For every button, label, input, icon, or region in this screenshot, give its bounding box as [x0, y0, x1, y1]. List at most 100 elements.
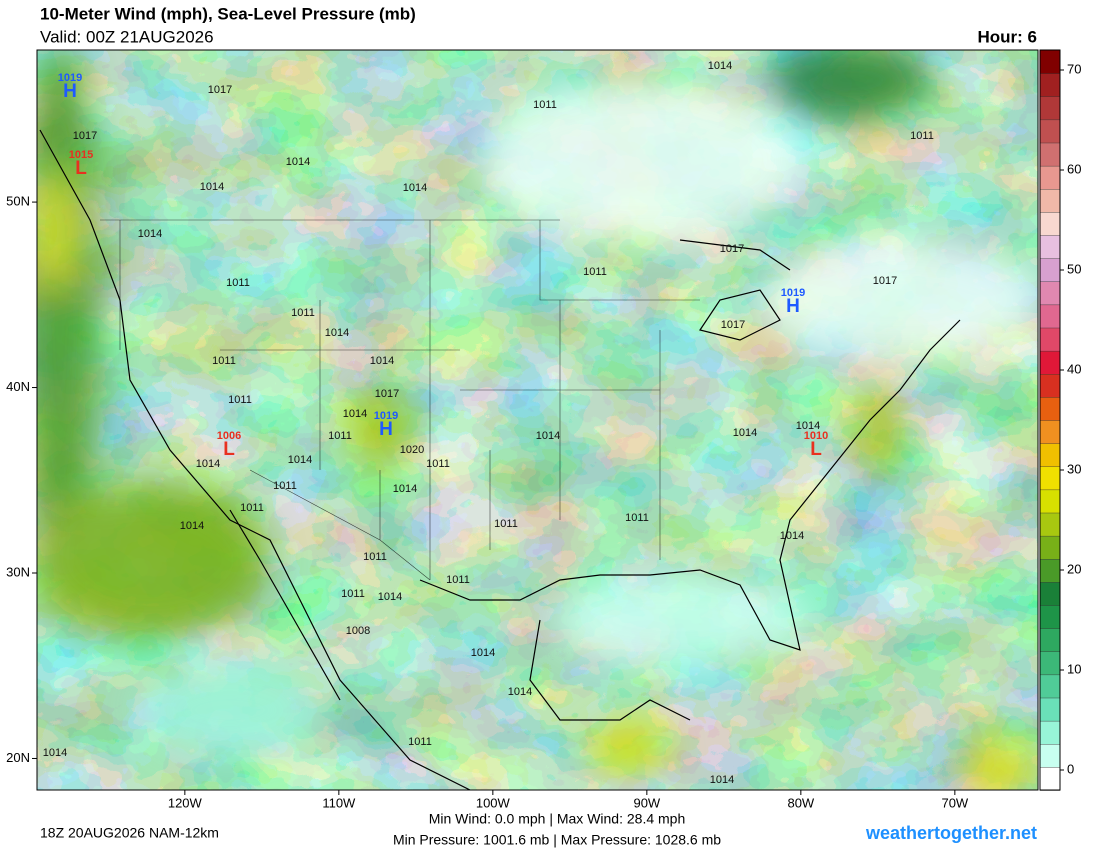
- isobar-label: 1011: [228, 394, 252, 406]
- map-annotations: 120W 110W 100W 90W 80W 70W20N30N40N50N1014101…: [6, 60, 969, 811]
- isobar-label: 1014: [288, 454, 312, 466]
- center-letter: H: [379, 419, 393, 440]
- colorbar-segment: [1039, 558, 1061, 583]
- colorbar-segment: [1039, 142, 1061, 167]
- colorbar-segment: [1039, 419, 1061, 444]
- isobar-label: 1014: [43, 747, 67, 759]
- isobar-label: 1014: [536, 430, 560, 442]
- isobar-label: 1014: [403, 182, 427, 194]
- lat-tick-label: 30N: [6, 564, 30, 579]
- lat-tick-label: 50N: [6, 194, 30, 209]
- center-value: 1006: [217, 430, 241, 442]
- center-letter: H: [63, 81, 77, 102]
- colorbar-segment: [1039, 350, 1061, 375]
- forecast-hour: Hour: 6: [978, 27, 1038, 46]
- isobar-label: 1011: [494, 518, 518, 530]
- lon-tick-label: 120W: [168, 795, 203, 810]
- colorbar-segment: [1039, 373, 1061, 398]
- map-field: [37, 50, 1038, 790]
- isobar-label: 1011: [910, 130, 934, 142]
- isobar-label: 1014: [180, 520, 204, 532]
- colorbar-segment: [1039, 234, 1061, 259]
- isobar-label: 1017: [375, 388, 399, 400]
- lon-tick-label: 110W: [322, 795, 356, 810]
- colorbar-segment: [1039, 304, 1061, 329]
- colorbar-segment: [1039, 604, 1061, 629]
- colorbar-tick-label: 0: [1067, 761, 1074, 776]
- colorbar-segment: [1039, 96, 1061, 121]
- colorbar-segment: [1039, 72, 1061, 97]
- colorbar-segment: [1039, 257, 1061, 282]
- state-borders: [100, 219, 700, 581]
- colorbar-segment: [1039, 211, 1061, 236]
- isobar-label: 1014: [370, 355, 394, 367]
- colorbar-frame: [1039, 49, 1061, 791]
- valid-time: Valid: 00Z 21AUG2026: [40, 27, 214, 46]
- wind-stats: Min Wind: 0.0 mph | Max Wind: 28.4 mph: [429, 811, 686, 827]
- isobar-label: 1014: [733, 427, 757, 439]
- isobar-label: 1014: [343, 408, 367, 420]
- center-value: 1015: [69, 149, 93, 161]
- colorbar-segment: [1039, 697, 1061, 722]
- center-letter: L: [223, 439, 235, 460]
- isobar-label: 1014: [471, 647, 495, 659]
- colorbar-segment: [1039, 188, 1061, 213]
- colorbar-tick-label: 30: [1067, 461, 1081, 476]
- isobar-label: 1014: [780, 530, 804, 542]
- isobar-label: 1011: [408, 736, 432, 748]
- colorbar-segment: [1039, 165, 1061, 190]
- isobar-label: 1011: [328, 430, 352, 442]
- pressure-stats: Min Pressure: 1001.6 mb | Max Pressure: …: [393, 832, 721, 848]
- isobar-label: 1017: [73, 130, 97, 142]
- colorbar-tick-label: 40: [1067, 361, 1081, 376]
- colorbar-segment: [1039, 743, 1061, 768]
- center-letter: L: [810, 439, 822, 460]
- colorbar-segment: [1039, 119, 1061, 144]
- colorbar-segment: [1039, 327, 1061, 352]
- lon-tick-label: 70W: [941, 795, 968, 810]
- colorbar-segment: [1039, 466, 1061, 491]
- isobar-label: 1014: [796, 420, 820, 432]
- center-letter: H: [786, 296, 800, 317]
- wind-blobs: [37, 50, 1038, 790]
- isobar-label: 1011: [625, 512, 649, 524]
- colorbar-segment: [1039, 720, 1061, 745]
- center-value: 1010: [804, 430, 828, 442]
- isobar-label: 1008: [346, 625, 370, 637]
- isobar-label: 1011: [583, 266, 607, 278]
- isobar-label: 1014: [708, 60, 732, 72]
- colorbar-tick-label: 20: [1067, 561, 1081, 576]
- isobar-label: 1014: [710, 774, 734, 786]
- colorbar-segment: [1039, 396, 1061, 421]
- isobar-label: 1014: [378, 591, 402, 603]
- map-frame: [36, 49, 1039, 791]
- title: 10-Meter Wind (mph), Sea-Level Pressure …: [40, 4, 416, 23]
- isobar-label: 1011: [226, 277, 250, 289]
- colorbar-segment: [1039, 581, 1061, 606]
- lat-tick-label: 40N: [6, 379, 30, 394]
- isobar-label: 1011: [363, 551, 387, 563]
- coastlines: [39, 129, 961, 790]
- isobar-label: 1011: [341, 588, 365, 600]
- isobar-label: 1011: [212, 355, 236, 367]
- isobar-label: 1014: [393, 483, 417, 495]
- isobar-label: 1017: [873, 275, 897, 287]
- isobar-label: 1017: [208, 84, 232, 96]
- colorbar-segment: [1039, 627, 1061, 652]
- brand: weathertogether.net: [865, 823, 1037, 843]
- isobar-label: 1017: [720, 243, 744, 255]
- center-value: 1019: [374, 410, 398, 422]
- lon-tick-label: 100W: [476, 795, 511, 810]
- isobar-label: 1020: [400, 444, 424, 456]
- colorbar-tick-label: 50: [1067, 261, 1081, 276]
- isobar-label: 1011: [273, 480, 297, 492]
- colorbar-segment: [1039, 512, 1061, 537]
- isobar-label: 1011: [426, 458, 450, 470]
- isobar-label: 1014: [325, 327, 349, 339]
- isobar-label: 1011: [533, 99, 557, 111]
- colorbar-tick-label: 60: [1067, 161, 1081, 176]
- lon-tick-label: 90W: [633, 795, 660, 810]
- isobar-label: 1014: [200, 181, 224, 193]
- isobar-label: 1014: [508, 686, 532, 698]
